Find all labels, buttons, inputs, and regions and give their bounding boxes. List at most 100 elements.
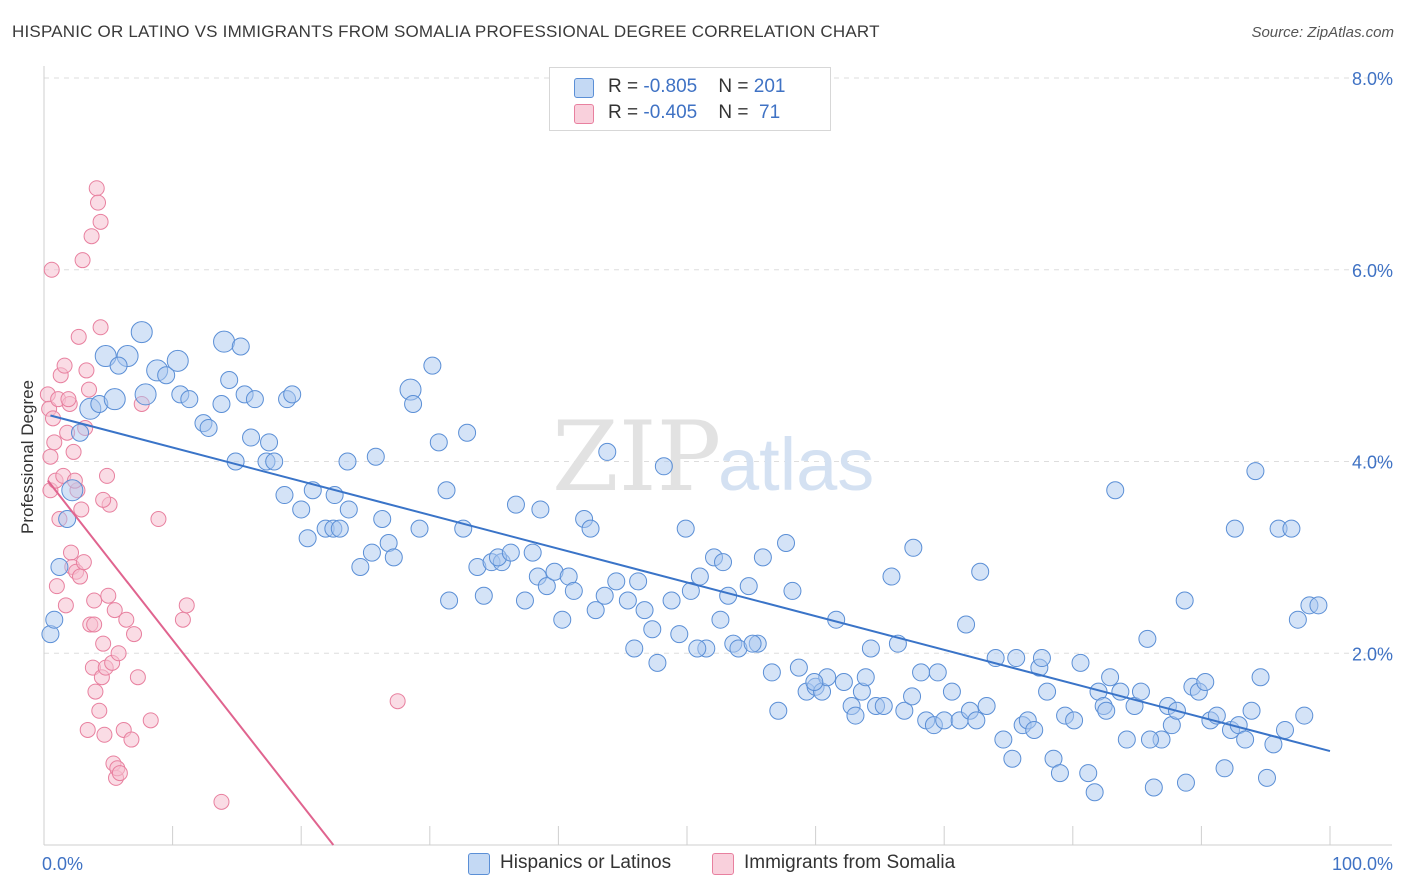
hispanic-point (275, 486, 294, 505)
hispanic-point (458, 423, 477, 442)
hispanic-point (595, 586, 614, 605)
y-tick-labels: 2.0% 4.0% 6.0% 8.0% (1352, 69, 1393, 664)
hispanic-point (676, 519, 695, 538)
hispanic-point (618, 591, 637, 610)
somalia-point (57, 597, 74, 614)
y-tick-label: 8.0% (1352, 69, 1393, 89)
somalia-point (86, 592, 103, 609)
hispanic-point (957, 615, 976, 634)
hispanic-point (846, 706, 865, 725)
hispanic-point (688, 639, 707, 658)
legend-r-label: R = (608, 76, 644, 97)
hispanic-point (769, 701, 788, 720)
hispanic-point (260, 433, 279, 452)
hispanic-point (212, 394, 231, 413)
somalia-trend-line (47, 480, 335, 846)
hispanic-point (670, 625, 689, 644)
hispanic-point (967, 711, 986, 730)
hispanic-point (157, 366, 176, 385)
hispanic-point (1257, 768, 1276, 787)
hispanic-point (753, 548, 772, 567)
hispanic-point (298, 529, 317, 548)
somalia-point (110, 645, 127, 662)
hispanic-point (71, 423, 90, 442)
hispanic-point (1144, 778, 1163, 797)
somalia-point (106, 602, 123, 619)
hispanic-point (440, 591, 459, 610)
hispanic-point (1215, 759, 1234, 778)
legend-n-label: N = (718, 102, 754, 123)
somalia-point (87, 683, 104, 700)
somalia-point (213, 793, 230, 810)
hispanic-point (474, 586, 493, 605)
hispanic-point (739, 577, 758, 596)
somalia-point (75, 554, 92, 571)
x-tick-labels: 0.0% 100.0% (42, 854, 1393, 874)
chart-title: HISPANIC OR LATINO VS IMMIGRANTS FROM SO… (12, 22, 880, 41)
somalia-point (43, 261, 60, 278)
hispanic-point (1288, 610, 1307, 629)
watermark: ZIP atlas (552, 401, 874, 513)
hispanic-point (971, 562, 990, 581)
hispanic-point (662, 591, 681, 610)
somalia-point (118, 611, 135, 628)
somalia-point (129, 669, 146, 686)
hispanic-point (928, 663, 947, 682)
hispanic-point (384, 548, 403, 567)
hispanic-point (351, 557, 370, 576)
hispanic-point (1085, 783, 1104, 802)
legend-r-value: -0.805 (643, 76, 698, 97)
hispanic-point (245, 390, 264, 409)
hispanic-point (531, 500, 550, 519)
hispanic-point (404, 394, 423, 413)
somalia-point (46, 434, 63, 451)
x-tick-label-max: 100.0% (1332, 854, 1393, 874)
hispanic-point (635, 601, 654, 620)
hispanic-point (1003, 749, 1022, 768)
somalia-point (78, 362, 95, 379)
hispanic-point (882, 567, 901, 586)
hispanic-point (1117, 730, 1136, 749)
legend-r-label: R = (608, 102, 644, 123)
hispanic-point (904, 538, 923, 557)
hispanic-point (1038, 682, 1057, 701)
hispanic-point (1138, 629, 1157, 648)
hispanic-point (339, 500, 358, 519)
somalia-point (88, 180, 105, 197)
hispanic-point (362, 543, 381, 562)
watermark-zip: ZIP (552, 401, 721, 513)
bottom-legend-swatch-pink (712, 853, 734, 875)
somalia-point (90, 194, 107, 211)
somalia-point (70, 328, 87, 345)
hispanic-point (166, 349, 189, 372)
hispanic-point (437, 481, 456, 500)
hispanic-point (743, 634, 762, 653)
somalia-point (95, 635, 112, 652)
hispanic-point (523, 543, 542, 562)
hispanic-point (1309, 596, 1328, 615)
hispanic-point (242, 428, 261, 447)
hispanic-point (629, 572, 648, 591)
legend-row-somalia: R = -0.405 N = 71 (574, 102, 780, 126)
hispanic-point (1246, 462, 1265, 481)
hispanic-point (130, 321, 153, 344)
hispanic-point (1295, 706, 1314, 725)
hispanic-point (805, 673, 824, 692)
hispanic-point (994, 730, 1013, 749)
hispanic-point (330, 519, 349, 538)
legend-swatch-pink (574, 104, 594, 124)
hispanic-point (1101, 668, 1120, 687)
hispanic-point (1065, 711, 1084, 730)
hispanic-point (1275, 720, 1294, 739)
somalia-point (178, 597, 195, 614)
somalia-point (42, 448, 59, 465)
somalia-point (65, 443, 82, 460)
hispanic-point (977, 696, 996, 715)
hispanic-point (180, 390, 199, 409)
somalia-point (174, 611, 191, 628)
hispanic-point (265, 452, 284, 471)
hispanic-point (109, 356, 128, 375)
somalia-point (123, 731, 140, 748)
hispanic-point (553, 610, 572, 629)
somalia-point (72, 568, 89, 585)
